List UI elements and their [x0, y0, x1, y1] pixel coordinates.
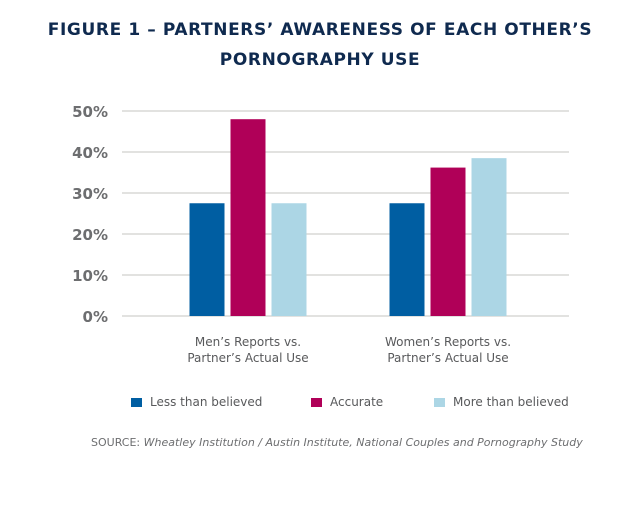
x-category-label: Women’s Reports vs.: [385, 335, 511, 349]
source-note: SOURCE: Wheatley Institution / Austin In…: [91, 436, 583, 449]
chart-title-line-2: PORNOGRAPHY USE: [219, 50, 421, 70]
x-category-label: Partner’s Actual Use: [387, 351, 508, 365]
legend-item-more: More than believed: [434, 395, 569, 409]
bar-less-than-believed: [189, 203, 225, 316]
bar-more-than-believed: [271, 203, 307, 316]
legend-swatch: [131, 397, 142, 407]
legend-swatch: [434, 397, 445, 407]
x-category-label: Men’s Reports vs.: [195, 335, 301, 349]
bar-accurate: [430, 167, 466, 316]
y-tick-label: 50%: [72, 103, 108, 121]
legend-item-accurate: Accurate: [311, 395, 383, 409]
chart-title-line-1: FIGURE 1 – PARTNERS’ AWARENESS OF EACH O…: [47, 20, 593, 40]
legend-label: Accurate: [330, 395, 384, 409]
bar-less-than-believed: [389, 203, 425, 316]
y-tick-label: 30%: [72, 185, 108, 203]
y-tick-label: 10%: [72, 267, 108, 285]
source-text: Wheatley Institution / Austin Institute,…: [143, 436, 583, 449]
legend-swatch: [311, 397, 322, 407]
y-tick-label: 0%: [83, 308, 108, 326]
y-tick-label: 20%: [72, 226, 108, 244]
y-tick-label: 40%: [72, 144, 108, 162]
source-label: SOURCE:: [91, 436, 141, 449]
x-category-label: Partner’s Actual Use: [187, 351, 308, 365]
legend-label: Less than believed: [150, 395, 263, 409]
bar-more-than-believed: [471, 158, 507, 316]
bar-accurate: [230, 119, 266, 316]
legend-label: More than believed: [453, 395, 569, 409]
legend-item-less: Less than believed: [131, 395, 262, 409]
